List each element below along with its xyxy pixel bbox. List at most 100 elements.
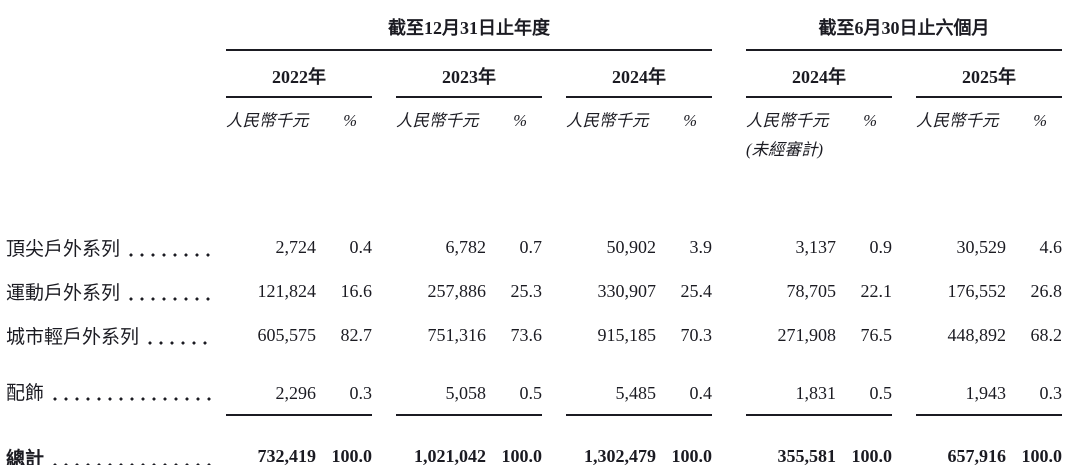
table-cell: 0.9: [869, 236, 893, 257]
spacer-cell: [892, 313, 916, 357]
spacer-cell: [372, 50, 396, 97]
spacer-cell: [712, 313, 746, 357]
stub-cell: [6, 4, 226, 50]
stub-cell: [6, 50, 226, 97]
spacer-cell: [712, 4, 746, 50]
spacer-cell: [892, 357, 916, 415]
table-cell: 26.8: [1030, 280, 1063, 301]
table-cell: 3.9: [689, 236, 713, 257]
year-2025-interim-header: 2025年: [916, 50, 1062, 98]
spacer-cell: [712, 97, 746, 134]
table-cell: 0.4: [656, 357, 712, 416]
percent-label: %: [343, 111, 357, 130]
row-label: 總計: [6, 448, 45, 465]
table-cell: 0.4: [349, 236, 373, 257]
table-cell: 5,058: [396, 357, 486, 416]
row-label: 頂尖戶外系列: [6, 238, 121, 260]
spacer-cell: [712, 269, 746, 313]
units-header-row: 人民幣千元 % 人民幣千元 % 人民幣千元 % 人民幣千元 % 人民幣千元 %: [6, 97, 1062, 134]
row-total: 總計 732,419 100.0 1,021,042 100.0 1,302,4…: [6, 423, 1062, 465]
table-cell: 5,485: [566, 357, 656, 416]
spacer-cell: [712, 357, 746, 415]
table-cell: 82.7: [340, 324, 373, 345]
row-label: 城市輕戶外系列: [6, 326, 140, 348]
spacer-cell: [712, 225, 746, 269]
table-cell: 22.1: [860, 280, 893, 301]
unaudited-note: (未經審計): [746, 140, 823, 159]
spacer-cell: [542, 50, 566, 97]
spacer-cell: [892, 225, 916, 269]
table-cell: 6,782: [445, 236, 487, 257]
unit-label: 人民幣千元: [396, 111, 479, 130]
spacer-cell: [542, 357, 566, 415]
unit-label: 人民幣千元: [746, 111, 829, 130]
stub-cell: [6, 134, 226, 163]
table-cell: 2,296: [226, 357, 316, 416]
table-cell: 605,575: [257, 324, 317, 345]
table-cell: 100.0: [1006, 423, 1062, 465]
row-urban-light-outdoor-series: 城市輕戶外系列 605,575 82.7 751,316 73.6 915,18…: [6, 313, 1062, 357]
table-cell: 76.5: [860, 324, 893, 345]
spacer-cell: [892, 423, 916, 465]
row-label-cell: 頂尖戶外系列: [6, 225, 226, 269]
table-cell: 1,831: [746, 357, 836, 416]
table-cell: 68.2: [1030, 324, 1063, 345]
spacer-cell: [892, 97, 916, 134]
table-cell: 330,907: [597, 280, 657, 301]
table-cell: 2,724: [275, 236, 317, 257]
percent-label: %: [1033, 111, 1047, 130]
dot-leader: [53, 397, 212, 401]
table-cell: 50,902: [606, 236, 657, 257]
spacer-cell: [372, 357, 396, 415]
spacer-cell: [542, 313, 566, 357]
row-label-cell: 配飾: [6, 357, 226, 415]
spacer-row: [6, 415, 1062, 423]
spacer-cell: [892, 134, 916, 163]
spacer-cell: [372, 225, 396, 269]
row-label-cell: 總計: [6, 423, 226, 465]
spacer-row: [6, 163, 1062, 225]
spacer-cell: [372, 97, 396, 134]
period-interim-header: 截至6月30日止六個月: [746, 4, 1062, 51]
row-label: 配飾: [6, 383, 45, 404]
table-cell: 1,302,479: [566, 423, 656, 465]
spacer-cell: [542, 134, 566, 163]
spacer-cell: [542, 269, 566, 313]
year-2023-header: 2023年: [396, 50, 542, 98]
year-header-row: 2022年 2023年 2024年 2024年 2025年: [6, 50, 1062, 98]
table-cell: 25.4: [680, 280, 713, 301]
table-cell: 100.0: [836, 423, 892, 465]
table-cell: 0.5: [486, 357, 542, 416]
percent-label: %: [683, 111, 697, 130]
spacer-cell: [892, 269, 916, 313]
stub-cell: [6, 97, 226, 134]
spacer-cell: [542, 423, 566, 465]
spacer-cell: [372, 423, 396, 465]
period-annual-header: 截至12月31日止年度: [226, 4, 712, 51]
table-cell: 657,916: [916, 423, 1006, 465]
row-top-outdoor-series: 頂尖戶外系列 2,724 0.4 6,782 0.7 50,902 3.9 3,…: [6, 225, 1062, 269]
spacer-cell: [372, 134, 396, 163]
table-cell: 121,824: [257, 280, 317, 301]
period-header-row: 截至12月31日止年度 截至6月30日止六個月: [6, 4, 1062, 51]
row-label: 運動戶外系列: [6, 282, 121, 304]
table-cell: 257,886: [427, 280, 487, 301]
percent-label: %: [863, 111, 877, 130]
dot-leader: [53, 462, 212, 465]
table-cell: 1,021,042: [396, 423, 486, 465]
table-cell: 0.3: [1006, 357, 1062, 416]
unit-label: 人民幣千元: [226, 111, 309, 130]
row-label-cell: 城市輕戶外系列: [6, 313, 226, 357]
table-cell: 3,137: [795, 236, 837, 257]
table-cell: 73.6: [510, 324, 543, 345]
table-cell: 271,908: [777, 324, 837, 345]
spacer-cell: [892, 50, 916, 97]
table-cell: 4.6: [1039, 236, 1063, 257]
table-cell: 100.0: [316, 423, 372, 465]
table-cell: 78,705: [786, 280, 837, 301]
table-cell: 732,419: [226, 423, 316, 465]
spacer-cell: [372, 313, 396, 357]
dot-leader: [148, 340, 212, 345]
table-cell: 100.0: [486, 423, 542, 465]
row-sport-outdoor-series: 運動戶外系列 121,824 16.6 257,886 25.3 330,907…: [6, 269, 1062, 313]
